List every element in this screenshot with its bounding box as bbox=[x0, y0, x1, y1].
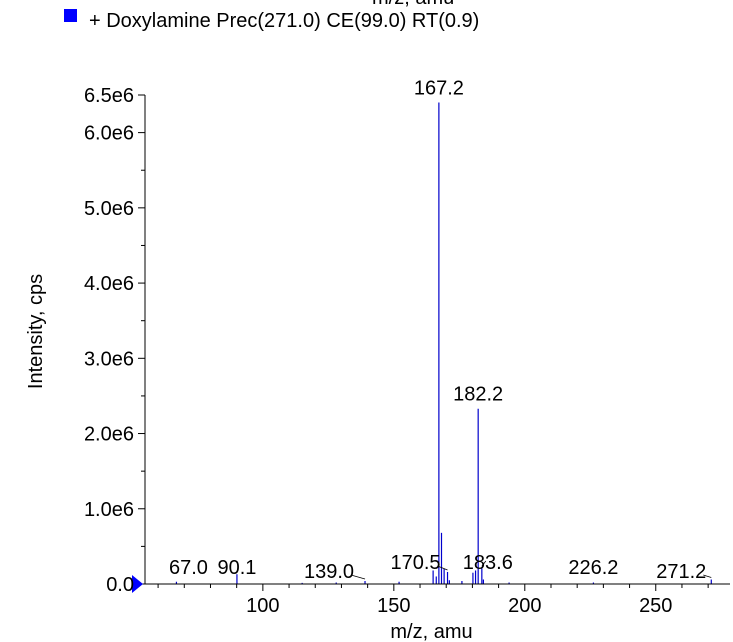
y-axis-title: Intensity, cps bbox=[25, 274, 47, 389]
peak-label: 183.6 bbox=[463, 552, 513, 574]
peak-label: 139.0 bbox=[304, 561, 354, 583]
y-tick-label: 6.0e6 bbox=[84, 123, 134, 145]
baseline-marker bbox=[132, 575, 143, 593]
legend-label: + Doxylamine Prec(271.0) CE(99.0) RT(0.9… bbox=[89, 10, 480, 32]
peak-label-leader bbox=[350, 574, 366, 580]
peak-label: 90.1 bbox=[217, 557, 256, 579]
labels-group: 0.0 1.0e6 2.0e6 3.0e6 4.0e6 5.0e6 6.0e6 6.5e6 10… bbox=[25, 78, 712, 642]
y-tick-label: 6.5e6 bbox=[84, 85, 134, 107]
peak-label: 182.2 bbox=[453, 384, 503, 406]
x-tick-label: 150 bbox=[377, 595, 410, 617]
peak-label-leader bbox=[703, 574, 712, 578]
peak-label: 271.2 bbox=[656, 561, 706, 583]
axes-group bbox=[132, 94, 730, 593]
y-tick-label: 2.0e6 bbox=[84, 424, 134, 446]
peak-label: 67.0 bbox=[169, 557, 208, 579]
peak-label: 167.2 bbox=[414, 78, 464, 100]
x-tick-label: 200 bbox=[508, 595, 541, 617]
y-tick-label: 4.0e6 bbox=[84, 273, 134, 295]
peak-label-leader bbox=[437, 565, 448, 571]
x-tick-label: 250 bbox=[639, 595, 672, 617]
y-tick-label: 5.0e6 bbox=[84, 198, 134, 220]
legend-swatch bbox=[64, 9, 77, 22]
peak-label-leader bbox=[481, 560, 487, 567]
peaks-group bbox=[175, 102, 712, 584]
y-tick-label: 0.0 bbox=[106, 574, 134, 596]
x-tick-label: 100 bbox=[246, 595, 279, 617]
y-tick-label: 3.0e6 bbox=[84, 348, 134, 370]
clipped-axis-title: m/z, amu bbox=[372, 0, 454, 8]
x-axis-title: m/z, amu bbox=[390, 621, 472, 642]
peak-label: 170.5 bbox=[390, 552, 440, 574]
peak-label: 226.2 bbox=[568, 557, 618, 579]
y-tick-label: 1.0e6 bbox=[84, 499, 134, 521]
